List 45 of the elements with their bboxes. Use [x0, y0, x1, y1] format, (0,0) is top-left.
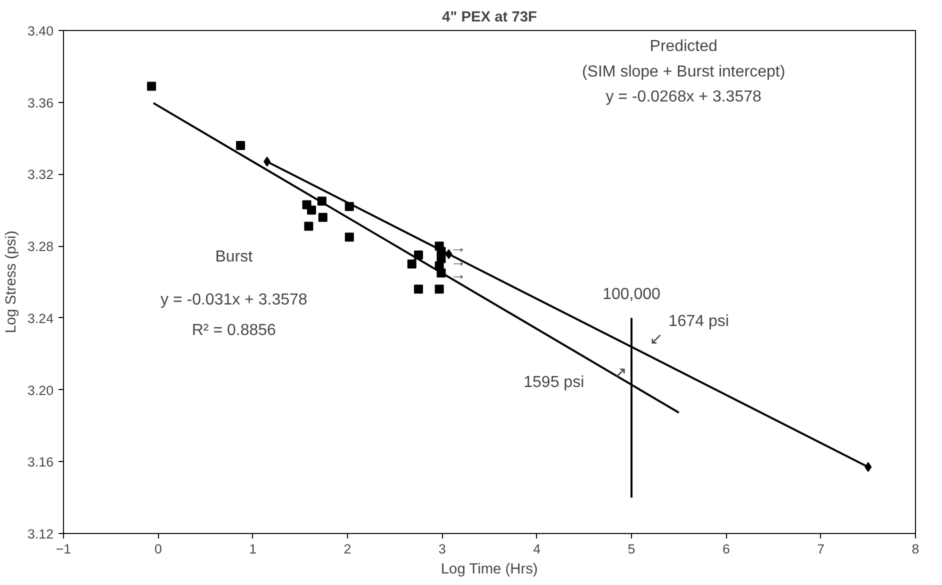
- annotation: 1674 psi: [668, 313, 729, 330]
- annotation: (SIM slope + Burst intercept): [582, 63, 786, 80]
- point: [304, 222, 314, 231]
- point: [344, 232, 354, 242]
- point: [864, 462, 872, 472]
- annotation: y = -0.0268x + 3.3578: [606, 88, 762, 106]
- point: [414, 284, 423, 294]
- y-tick-label: 3.12: [28, 526, 54, 542]
- annotation: 1595 psi: [524, 374, 584, 392]
- point: [407, 260, 416, 269]
- y-tick-label: 3.32: [28, 167, 54, 182]
- x-tick-label: 5: [628, 542, 636, 556]
- y-tick-label: 3.20: [28, 382, 54, 398]
- x-tick-label: 8: [912, 542, 920, 556]
- y-tick-label: 3.16: [28, 454, 54, 470]
- point: [236, 140, 246, 150]
- y-tick-label: 3.36: [28, 95, 54, 110]
- x-tick-label: 3: [438, 542, 446, 556]
- y-tick-label: 3.28: [28, 239, 54, 254]
- annotation: Burst: [215, 248, 254, 266]
- annotation: 100,000: [602, 286, 661, 303]
- x-tick-label: 0: [154, 542, 162, 556]
- y-tick-label: 3.40: [28, 24, 54, 38]
- y-axis-title: Log Stress (psi): [4, 230, 20, 334]
- x-tick-label: 6: [722, 542, 730, 556]
- annotation: R² = 0.8856: [192, 322, 276, 340]
- annotation: ↗: [614, 365, 627, 382]
- annotation: Predicted: [650, 38, 718, 56]
- annotation: →: [450, 239, 466, 256]
- x-tick-label: 4: [533, 542, 542, 556]
- point: [318, 212, 328, 222]
- annotation: ↙: [650, 330, 663, 348]
- x-axis-title: Log Time (Hrs): [440, 562, 538, 578]
- x-tick-label: −1: [56, 542, 72, 556]
- annotation: y = -0.031x + 3.3578: [160, 291, 308, 308]
- x-tick-label: 2: [344, 542, 352, 556]
- x-tick-label: 7: [817, 542, 825, 556]
- y-tick-label: 3.24: [28, 310, 54, 326]
- point: [147, 82, 156, 91]
- point: [434, 284, 444, 294]
- point: [445, 249, 452, 260]
- point: [264, 156, 271, 167]
- x-tick-label: 1: [249, 542, 257, 556]
- point: [307, 206, 316, 215]
- chart-title: 4" PEX at 73F: [442, 10, 538, 26]
